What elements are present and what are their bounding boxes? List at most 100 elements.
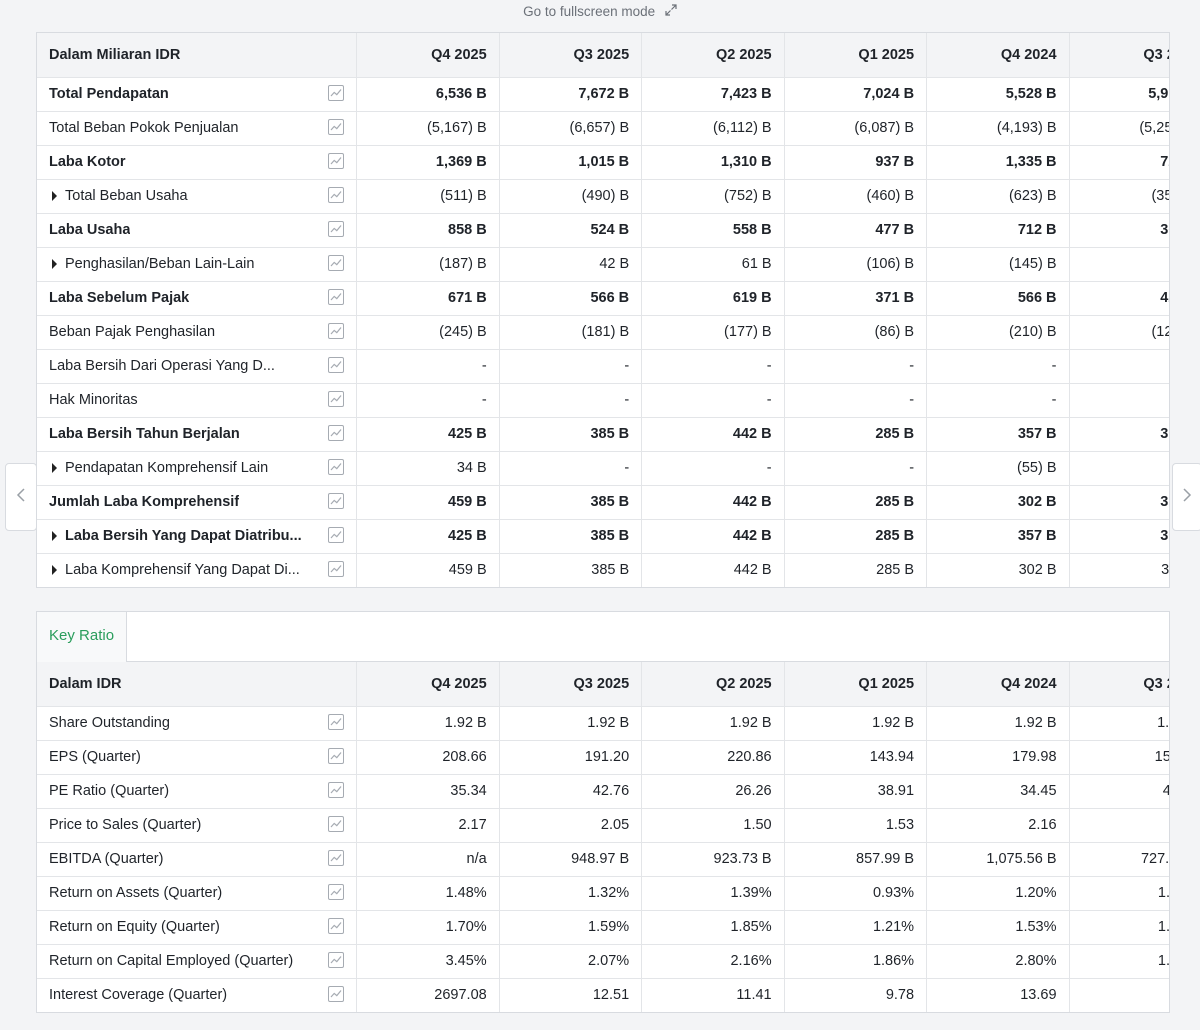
fullscreen-link[interactable]: Go to fullscreen mode bbox=[0, 0, 1200, 24]
table-row: Share Outstanding 1.92 B 1.92 B 1.92 B 1.92 … bbox=[37, 706, 1169, 741]
value-cell: 220.86 bbox=[641, 740, 785, 775]
value-cell: 1.86% bbox=[784, 944, 928, 979]
value-cell: 442 B bbox=[641, 553, 785, 587]
value-cell: 42 B bbox=[499, 247, 643, 282]
caret-right-icon[interactable] bbox=[52, 463, 57, 474]
value-cell: 6,536 B bbox=[356, 77, 500, 112]
value-cell: 6 B bbox=[1069, 451, 1169, 486]
fullscreen-label: Go to fullscreen mode bbox=[523, 4, 656, 19]
line-chart-icon[interactable] bbox=[328, 186, 345, 203]
line-chart-icon[interactable] bbox=[328, 526, 345, 543]
line-chart-icon[interactable] bbox=[328, 917, 345, 934]
value-cell: 524 B bbox=[499, 213, 643, 248]
row-label-cell[interactable]: Penghasilan/Beban Lain-Lain bbox=[37, 247, 358, 282]
row-label: Total Pendapatan bbox=[49, 86, 169, 103]
row-label-cell: Return on Capital Employed (Quarter) bbox=[37, 944, 358, 979]
line-chart-icon[interactable] bbox=[328, 492, 345, 509]
value-cell: 314 B bbox=[1069, 553, 1169, 587]
value-cell: 357 B bbox=[926, 417, 1070, 452]
line-chart-icon[interactable] bbox=[328, 322, 345, 339]
value-cell: 26.26 bbox=[641, 774, 785, 809]
row-label: Return on Capital Employed (Quarter) bbox=[49, 953, 294, 970]
caret-right-icon[interactable] bbox=[52, 191, 57, 202]
tab-bar: Key Ratio bbox=[37, 612, 1169, 662]
value-cell: 1.53% bbox=[926, 910, 1070, 945]
row-label: Return on Assets (Quarter) bbox=[49, 885, 223, 902]
line-chart-icon[interactable] bbox=[328, 84, 345, 101]
value-cell: 2.80% bbox=[926, 944, 1070, 979]
value-cell: 429 B bbox=[1069, 281, 1169, 316]
value-cell: 5.72 bbox=[1069, 978, 1169, 1012]
value-cell: 566 B bbox=[926, 281, 1070, 316]
value-cell: 385 B bbox=[499, 553, 643, 587]
value-cell: 11.41 bbox=[641, 978, 785, 1012]
value-cell: 1.32% bbox=[499, 876, 643, 911]
row-label: Laba Kotor bbox=[49, 154, 126, 171]
value-cell: (145) B bbox=[926, 247, 1070, 282]
row-label-cell: PE Ratio (Quarter) bbox=[37, 774, 358, 809]
value-cell: 1.50 bbox=[641, 808, 785, 843]
row-label: Laba Komprehensif Yang Dapat Di... bbox=[65, 562, 300, 579]
value-cell: 442 B bbox=[641, 417, 785, 452]
line-chart-icon[interactable] bbox=[328, 356, 345, 373]
line-chart-icon[interactable] bbox=[328, 815, 345, 832]
value-cell: (4,193) B bbox=[926, 111, 1070, 146]
value-cell: - bbox=[1069, 383, 1169, 418]
line-chart-icon[interactable] bbox=[328, 424, 345, 441]
line-chart-icon[interactable] bbox=[328, 781, 345, 798]
row-label-cell: Interest Coverage (Quarter) bbox=[37, 978, 358, 1012]
chevron-left-icon bbox=[16, 487, 26, 508]
line-chart-icon[interactable] bbox=[328, 713, 345, 730]
value-cell: - bbox=[499, 383, 643, 418]
row-label-cell: Laba Bersih Dari Operasi Yang D... bbox=[37, 349, 358, 384]
table-row: Price to Sales (Quarter) 2.17 2.05 1.50 1.53… bbox=[37, 808, 1169, 843]
table-row: Total Beban Pokok Penjualan (5,167) B (6,6… bbox=[37, 111, 1169, 146]
line-chart-icon[interactable] bbox=[328, 560, 345, 577]
scroll-right-button[interactable] bbox=[1172, 463, 1200, 531]
row-label-cell: Return on Equity (Quarter) bbox=[37, 910, 358, 945]
row-label: Laba Bersih Yang Dapat Diatribu... bbox=[65, 528, 302, 545]
line-chart-icon[interactable] bbox=[328, 951, 345, 968]
caret-right-icon[interactable] bbox=[52, 565, 57, 576]
value-cell: 1.85% bbox=[641, 910, 785, 945]
scroll-left-button[interactable] bbox=[5, 463, 37, 531]
line-chart-icon[interactable] bbox=[328, 458, 345, 475]
value-cell: 1.59% bbox=[499, 910, 643, 945]
key-ratio-panel: Key Ratio Dalam IDR Q4 2025 Q3 2025 Q2 2… bbox=[36, 611, 1170, 1013]
line-chart-icon[interactable] bbox=[328, 883, 345, 900]
value-cell: 1.92 B bbox=[356, 706, 500, 741]
value-cell: 1,015 B bbox=[499, 145, 643, 180]
line-chart-icon[interactable] bbox=[328, 152, 345, 169]
column-header: Q4 2025 bbox=[356, 33, 500, 78]
value-cell: 38.91 bbox=[784, 774, 928, 809]
caret-right-icon[interactable] bbox=[52, 259, 57, 270]
tab-key-ratio[interactable]: Key Ratio bbox=[37, 612, 128, 662]
line-chart-icon[interactable] bbox=[328, 254, 345, 271]
row-label-cell[interactable]: Pendapatan Komprehensif Lain bbox=[37, 451, 358, 486]
line-chart-icon[interactable] bbox=[328, 390, 345, 407]
value-cell: 1.48% bbox=[356, 876, 500, 911]
value-cell: 442 B bbox=[641, 519, 785, 554]
ratio-header-label: Dalam IDR bbox=[37, 662, 358, 707]
value-cell: 302 B bbox=[926, 553, 1070, 587]
value-cell: 302 B bbox=[926, 485, 1070, 520]
line-chart-icon[interactable] bbox=[328, 985, 345, 1002]
line-chart-icon[interactable] bbox=[328, 220, 345, 237]
value-cell: - bbox=[499, 451, 643, 486]
value-cell: 722 B bbox=[1069, 145, 1169, 180]
row-label-cell[interactable]: Laba Komprehensif Yang Dapat Di... bbox=[37, 553, 358, 587]
row-label-cell[interactable]: Total Beban Usaha bbox=[37, 179, 358, 214]
line-chart-icon[interactable] bbox=[328, 849, 345, 866]
table-row: Hak Minoritas------ bbox=[37, 383, 1169, 418]
value-cell: 309 B bbox=[1069, 417, 1169, 452]
caret-right-icon[interactable] bbox=[52, 531, 57, 542]
row-label: Laba Sebelum Pajak bbox=[49, 290, 190, 307]
line-chart-icon[interactable] bbox=[328, 288, 345, 305]
value-cell: 285 B bbox=[784, 519, 928, 554]
line-chart-icon[interactable] bbox=[328, 118, 345, 135]
row-label: Hak Minoritas bbox=[49, 392, 138, 409]
row-label-cell[interactable]: Laba Bersih Yang Dapat Diatribu... bbox=[37, 519, 358, 554]
line-chart-icon[interactable] bbox=[328, 747, 345, 764]
value-cell: - bbox=[499, 349, 643, 384]
